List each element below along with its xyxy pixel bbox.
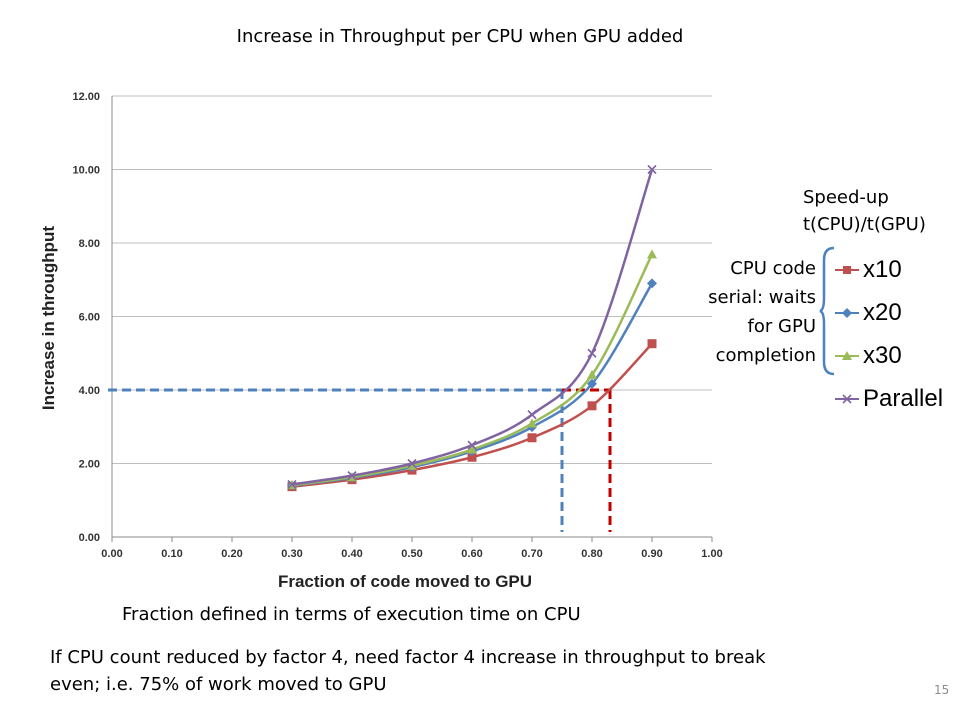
fraction-note: Fraction defined in terms of execution t… xyxy=(122,604,581,625)
gridlines xyxy=(112,95,712,464)
y-tick-label: 10.00 xyxy=(72,165,100,177)
data-point-x30 xyxy=(407,460,417,470)
page-number: 15 xyxy=(934,683,950,697)
footnote-line: even; i.e. 75% of work moved to GPU xyxy=(50,674,387,695)
series-line-parallel xyxy=(291,169,654,486)
data-point-x20 xyxy=(587,378,597,389)
axes xyxy=(111,96,713,542)
chart-title: Increase in Throughput per CPU when GPU … xyxy=(236,26,684,47)
y-tick-label: 0.00 xyxy=(79,532,100,544)
data-point-parallel xyxy=(347,471,357,481)
speedup-label-line1: Speed-up xyxy=(803,187,889,208)
data-point-x10 xyxy=(647,339,657,349)
x-tick-label: 0.30 xyxy=(281,548,302,560)
speedup-label: Speed-up t(CPU)/t(GPU) xyxy=(803,184,926,238)
tick-labels: 0.00 2.00 4.00 6.00 8.00 10.00 12.00 0.00 0.10 0.… xyxy=(72,91,722,560)
data-point-x10 xyxy=(467,452,477,462)
x-tick-label: 0.10 xyxy=(161,548,182,560)
data-point-x10 xyxy=(527,433,537,443)
legend-marker-triangle-icon xyxy=(835,351,859,360)
y-tick-label: 2.00 xyxy=(79,459,100,471)
legend-label: Parallel xyxy=(863,385,944,412)
data-point-parallel xyxy=(647,164,657,175)
cpu-note-line: for GPU xyxy=(747,316,816,337)
x-tick-label: 0.40 xyxy=(341,548,362,560)
legend-label: x20 xyxy=(863,299,902,326)
data-point-x30 xyxy=(647,249,657,259)
x-tick-label: 0.60 xyxy=(461,548,482,560)
x-tick-label: 1.00 xyxy=(701,548,722,560)
footnote: If CPU count reduced by factor 4, need f… xyxy=(50,644,850,698)
x-axis-label: Fraction of code moved to GPU xyxy=(278,572,532,591)
data-point-x30 xyxy=(527,418,537,428)
y-tick-label: 4.00 xyxy=(79,385,100,397)
data-point-parallel xyxy=(287,479,297,490)
series-lines xyxy=(287,164,657,492)
data-point-parallel xyxy=(587,348,597,358)
y-tick-label: 6.00 xyxy=(79,312,100,324)
data-point-x30 xyxy=(467,444,477,454)
legend-marker-diamond-icon xyxy=(835,308,859,318)
y-tick-label: 8.00 xyxy=(79,238,100,250)
x-tick-label: 0.70 xyxy=(521,548,542,560)
data-point-x10 xyxy=(587,401,597,411)
footnote-line: If CPU count reduced by factor 4, need f… xyxy=(50,647,766,668)
cpu-serial-note: CPU code serial: waits for GPU completio… xyxy=(676,254,816,370)
legend-marker-x-icon xyxy=(835,394,859,404)
data-point-x20 xyxy=(647,278,657,289)
x-tick-label: 0.90 xyxy=(641,548,662,560)
x-tick-label: 0.80 xyxy=(581,548,602,560)
data-point-parallel xyxy=(527,410,537,420)
y-axis-label: Increase in throughput xyxy=(39,226,58,411)
x-tick-label: 0.20 xyxy=(221,548,242,560)
cpu-note-line: completion xyxy=(715,345,816,366)
data-point-x30 xyxy=(587,369,597,379)
data-point-parallel xyxy=(467,440,477,450)
x-tick-label: 0.00 xyxy=(101,548,122,560)
legend-label: x30 xyxy=(863,342,902,369)
cpu-note-line: CPU code xyxy=(730,258,816,279)
y-tick-label: 12.00 xyxy=(72,91,100,103)
throughput-chart: 0.00 2.00 4.00 6.00 8.00 10.00 12.00 0.00 0.10 0.… xyxy=(39,91,723,591)
legend-marker-square-icon xyxy=(835,266,859,274)
speedup-label-line2: t(CPU)/t(GPU) xyxy=(803,214,926,235)
curly-brace-icon xyxy=(819,246,835,376)
break-even-guides xyxy=(108,388,612,532)
cpu-note-line: serial: waits xyxy=(708,287,816,308)
x-tick-label: 0.50 xyxy=(401,548,422,560)
data-point-parallel xyxy=(407,458,417,469)
legend-label: x10 xyxy=(863,256,902,283)
